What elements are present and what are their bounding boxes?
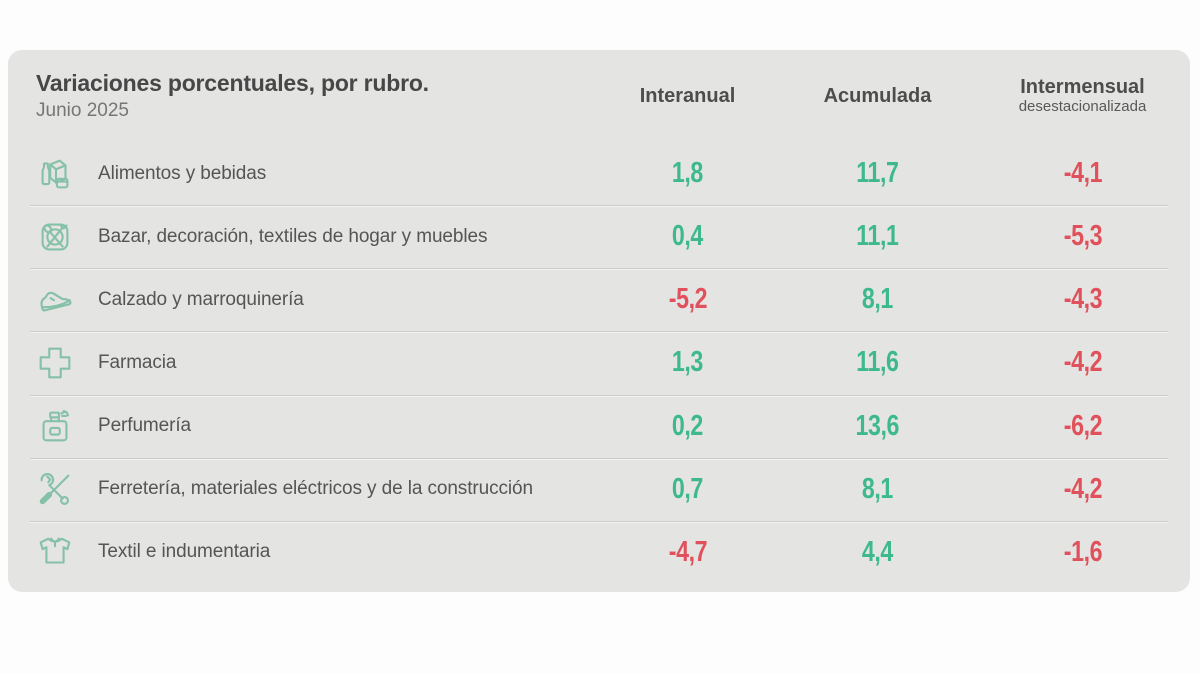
value-cell: 0,4 xyxy=(671,220,704,253)
value-cell: -4,2 xyxy=(1063,472,1102,505)
bazar-icon xyxy=(34,216,76,258)
title-block: Variaciones porcentuales, por rubro. Jun… xyxy=(8,70,595,122)
table-row: Alimentos y bebidas 1,8 11,7 -4,1 xyxy=(8,142,1190,205)
pharmacy-cross-icon xyxy=(34,342,76,384)
value-cell: -4,2 xyxy=(1063,346,1102,379)
table-row: Ferretería, materiales eléctricos y de l… xyxy=(8,457,1190,521)
value-cell: 0,2 xyxy=(671,409,704,442)
tshirt-icon xyxy=(34,531,76,573)
value-cell: 1,8 xyxy=(671,157,704,190)
value-cell: 1,3 xyxy=(671,346,704,379)
variations-table-card: Variaciones porcentuales, por rubro. Jun… xyxy=(8,50,1190,592)
page-title: Variaciones porcentuales, por rubro. xyxy=(36,70,429,96)
category-label: Farmacia xyxy=(98,351,177,373)
page-subtitle: Junio 2025 xyxy=(36,100,129,121)
tools-icon xyxy=(34,468,76,510)
category-label: Bazar, decoración, textiles de hogar y m… xyxy=(98,225,488,247)
value-cell: 8,1 xyxy=(861,283,894,316)
category-cell: Textil e indumentaria xyxy=(8,531,595,573)
category-cell: Calzado y marroquinería xyxy=(8,279,595,321)
value-cell: -4,7 xyxy=(668,535,707,568)
category-label: Calzado y marroquinería xyxy=(98,288,304,310)
shoe-icon xyxy=(34,279,76,321)
category-cell: Alimentos y bebidas xyxy=(8,153,595,195)
value-cell: 8,1 xyxy=(861,472,894,505)
table-row: Calzado y marroquinería -5,2 8,1 -4,3 xyxy=(8,268,1190,331)
category-cell: Bazar, decoración, textiles de hogar y m… xyxy=(8,216,595,258)
value-cell: -4,3 xyxy=(1063,283,1102,316)
table-row: Farmacia 1,3 11,6 -4,2 xyxy=(8,331,1190,394)
category-cell: Perfumería xyxy=(8,405,595,447)
table-row: Perfumería 0,2 13,6 -6,2 xyxy=(8,394,1190,458)
value-cell: -5,3 xyxy=(1063,220,1102,253)
column-header-interanual: Interanual xyxy=(595,85,780,107)
groceries-icon xyxy=(34,153,76,195)
value-cell: -4,1 xyxy=(1063,157,1102,190)
perfume-icon xyxy=(34,405,76,447)
value-cell: -5,2 xyxy=(668,283,707,316)
column-label: Intermensual xyxy=(1020,76,1145,99)
category-cell: Farmacia xyxy=(8,342,595,384)
value-cell: 11,6 xyxy=(856,346,899,379)
column-header-acumulada: Acumulada xyxy=(780,85,975,107)
category-label: Alimentos y bebidas xyxy=(98,162,267,184)
category-label: Ferretería, materiales eléctricos y de l… xyxy=(98,478,533,500)
category-label: Textil e indumentaria xyxy=(98,541,271,563)
table-header: Variaciones porcentuales, por rubro. Jun… xyxy=(8,50,1190,132)
value-cell: 4,4 xyxy=(861,535,894,568)
value-cell: -6,2 xyxy=(1063,409,1102,442)
table-row: Textil e indumentaria -4,7 4,4 -1,6 xyxy=(8,520,1190,584)
value-cell: 13,6 xyxy=(855,409,900,442)
value-cell: -1,6 xyxy=(1063,535,1102,568)
table-row: Bazar, decoración, textiles de hogar y m… xyxy=(8,205,1190,268)
value-cell: 11,1 xyxy=(856,220,899,253)
column-sublabel: desestacionalizada xyxy=(1018,97,1147,115)
value-cell: 0,7 xyxy=(671,472,704,505)
column-label: Interanual xyxy=(639,84,736,107)
category-label: Perfumería xyxy=(98,415,191,437)
column-label: Acumulada xyxy=(823,84,932,107)
category-cell: Ferretería, materiales eléctricos y de l… xyxy=(8,468,595,510)
table-body: Alimentos y bebidas 1,8 11,7 -4,1 Bazar, dec… xyxy=(8,142,1190,584)
column-header-intermensual: Intermensual desestacionalizada xyxy=(975,76,1190,115)
value-cell: 11,7 xyxy=(856,157,899,190)
